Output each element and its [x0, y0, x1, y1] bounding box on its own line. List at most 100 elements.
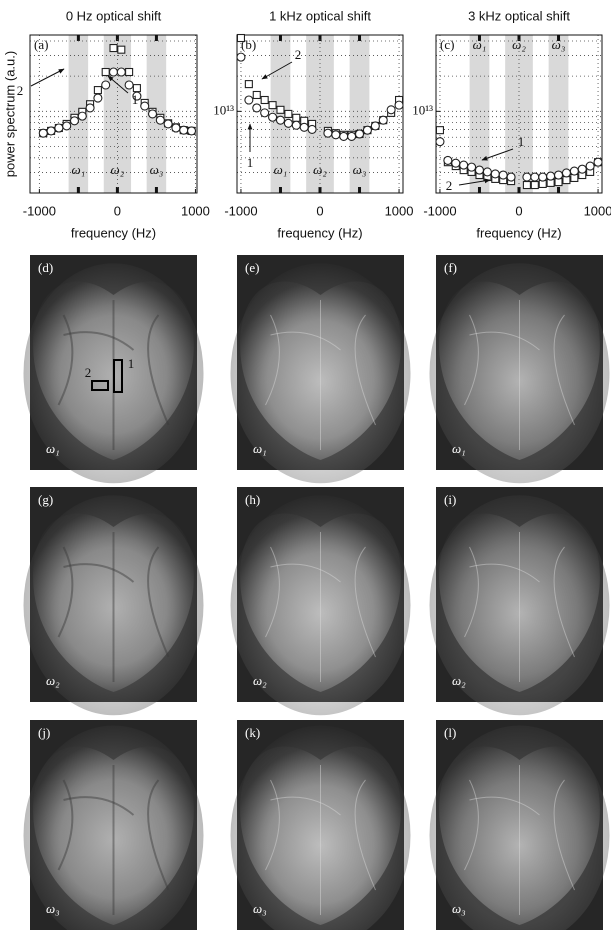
vessel [464, 779, 479, 871]
data-point [370, 121, 380, 131]
vessel [147, 779, 170, 891]
vessel [270, 796, 341, 816]
vessel [464, 314, 479, 406]
series-arrow [30, 68, 65, 87]
x-tick-label: -1000 [23, 203, 56, 218]
band [306, 35, 334, 193]
data-point [244, 95, 254, 105]
band [548, 35, 569, 193]
data-point [546, 171, 556, 181]
data-point [530, 172, 540, 182]
band [505, 35, 533, 193]
band-label: ω₁ [253, 441, 267, 456]
data-point [276, 105, 285, 114]
band-label: ω₂ [46, 673, 60, 688]
band-label: ω₁ [452, 441, 466, 456]
data-point [101, 67, 110, 77]
vessel [147, 314, 170, 426]
data-point [260, 95, 269, 105]
data-point [569, 166, 579, 176]
data-point [132, 84, 141, 93]
series-label: 2 [17, 83, 24, 98]
chart-title: 1 kHz optical shift [269, 8, 371, 23]
data-point [268, 112, 278, 122]
data-point [292, 113, 301, 122]
plot-frame [29, 34, 198, 194]
data-point [435, 126, 445, 135]
data-point [482, 167, 492, 177]
data-point [109, 43, 118, 53]
x-axis-label: frequency (Hz) [476, 225, 561, 240]
data-point [538, 172, 548, 182]
data-point [132, 91, 142, 101]
data-point [347, 131, 357, 141]
data-point [236, 52, 246, 62]
roi-label: 1 [128, 356, 135, 371]
y-tick-label: 10¹³ [412, 102, 433, 117]
vessel [354, 779, 376, 891]
series-arrow [261, 61, 293, 80]
series-label: 2 [446, 178, 453, 193]
data-point [386, 105, 396, 115]
data-point [362, 125, 372, 135]
data-point [260, 108, 270, 118]
band-label: ω₃ [150, 162, 164, 177]
image-panel: (i) ω₂ [429, 487, 610, 716]
y-axis-label: power spectrum (a.u.) [2, 51, 17, 177]
data-point [69, 116, 80, 126]
roi-box [91, 380, 109, 391]
panel-label: (j) [38, 725, 50, 740]
data-point [585, 161, 595, 171]
data-point [467, 162, 477, 172]
data-point [155, 115, 165, 125]
data-point [561, 168, 571, 178]
band [469, 35, 490, 193]
x-tick-label: -1000 [224, 203, 257, 218]
vessel [147, 546, 170, 658]
vessel [265, 314, 280, 406]
plot-frame [236, 34, 404, 194]
panel: 1 kHz optical shift ω₁ ω₂ ω₃ 10¹³ -1000 0 1000 f… [213, 8, 413, 240]
vessel [553, 314, 575, 426]
data-point [394, 100, 404, 110]
data-point [125, 67, 134, 77]
band-label: ω₃ [46, 901, 60, 916]
series-label: 1 [132, 92, 139, 107]
panel-label: (l) [444, 725, 456, 740]
series-label: 1 [518, 134, 525, 149]
panel-label: (h) [245, 492, 260, 507]
data-point [101, 80, 111, 90]
data-point [339, 131, 349, 141]
band-label: ω₂ [253, 673, 267, 688]
vessel [464, 546, 479, 638]
data-point [252, 103, 262, 113]
image-panel: (k) ω₃ [230, 720, 411, 930]
x-tick-label: 0 [114, 203, 121, 218]
panel-label: (a) [34, 37, 48, 52]
series-label: 1 [247, 155, 254, 170]
data-point [186, 126, 197, 136]
data-point [577, 164, 587, 174]
y-tick-label: 10¹³ [213, 102, 234, 117]
data-point [291, 120, 301, 130]
series-arrow [458, 178, 491, 186]
series-arrow [107, 75, 129, 94]
data-point [530, 180, 539, 190]
data-point [140, 101, 150, 111]
data-point [354, 129, 365, 139]
data-point [117, 45, 126, 54]
vessel [63, 563, 135, 583]
image-panel: (j) ω₃ [23, 720, 204, 930]
data-point [179, 125, 189, 135]
data-point [46, 126, 56, 136]
vessel [57, 546, 74, 638]
data-point [268, 101, 277, 110]
panel-label: (g) [38, 492, 53, 507]
glow [429, 263, 610, 484]
data-point [252, 90, 261, 100]
glow [429, 495, 610, 716]
vessel [469, 563, 540, 583]
data-point [93, 86, 102, 95]
vessel [63, 331, 135, 351]
band-label: ω₁ [274, 162, 288, 177]
